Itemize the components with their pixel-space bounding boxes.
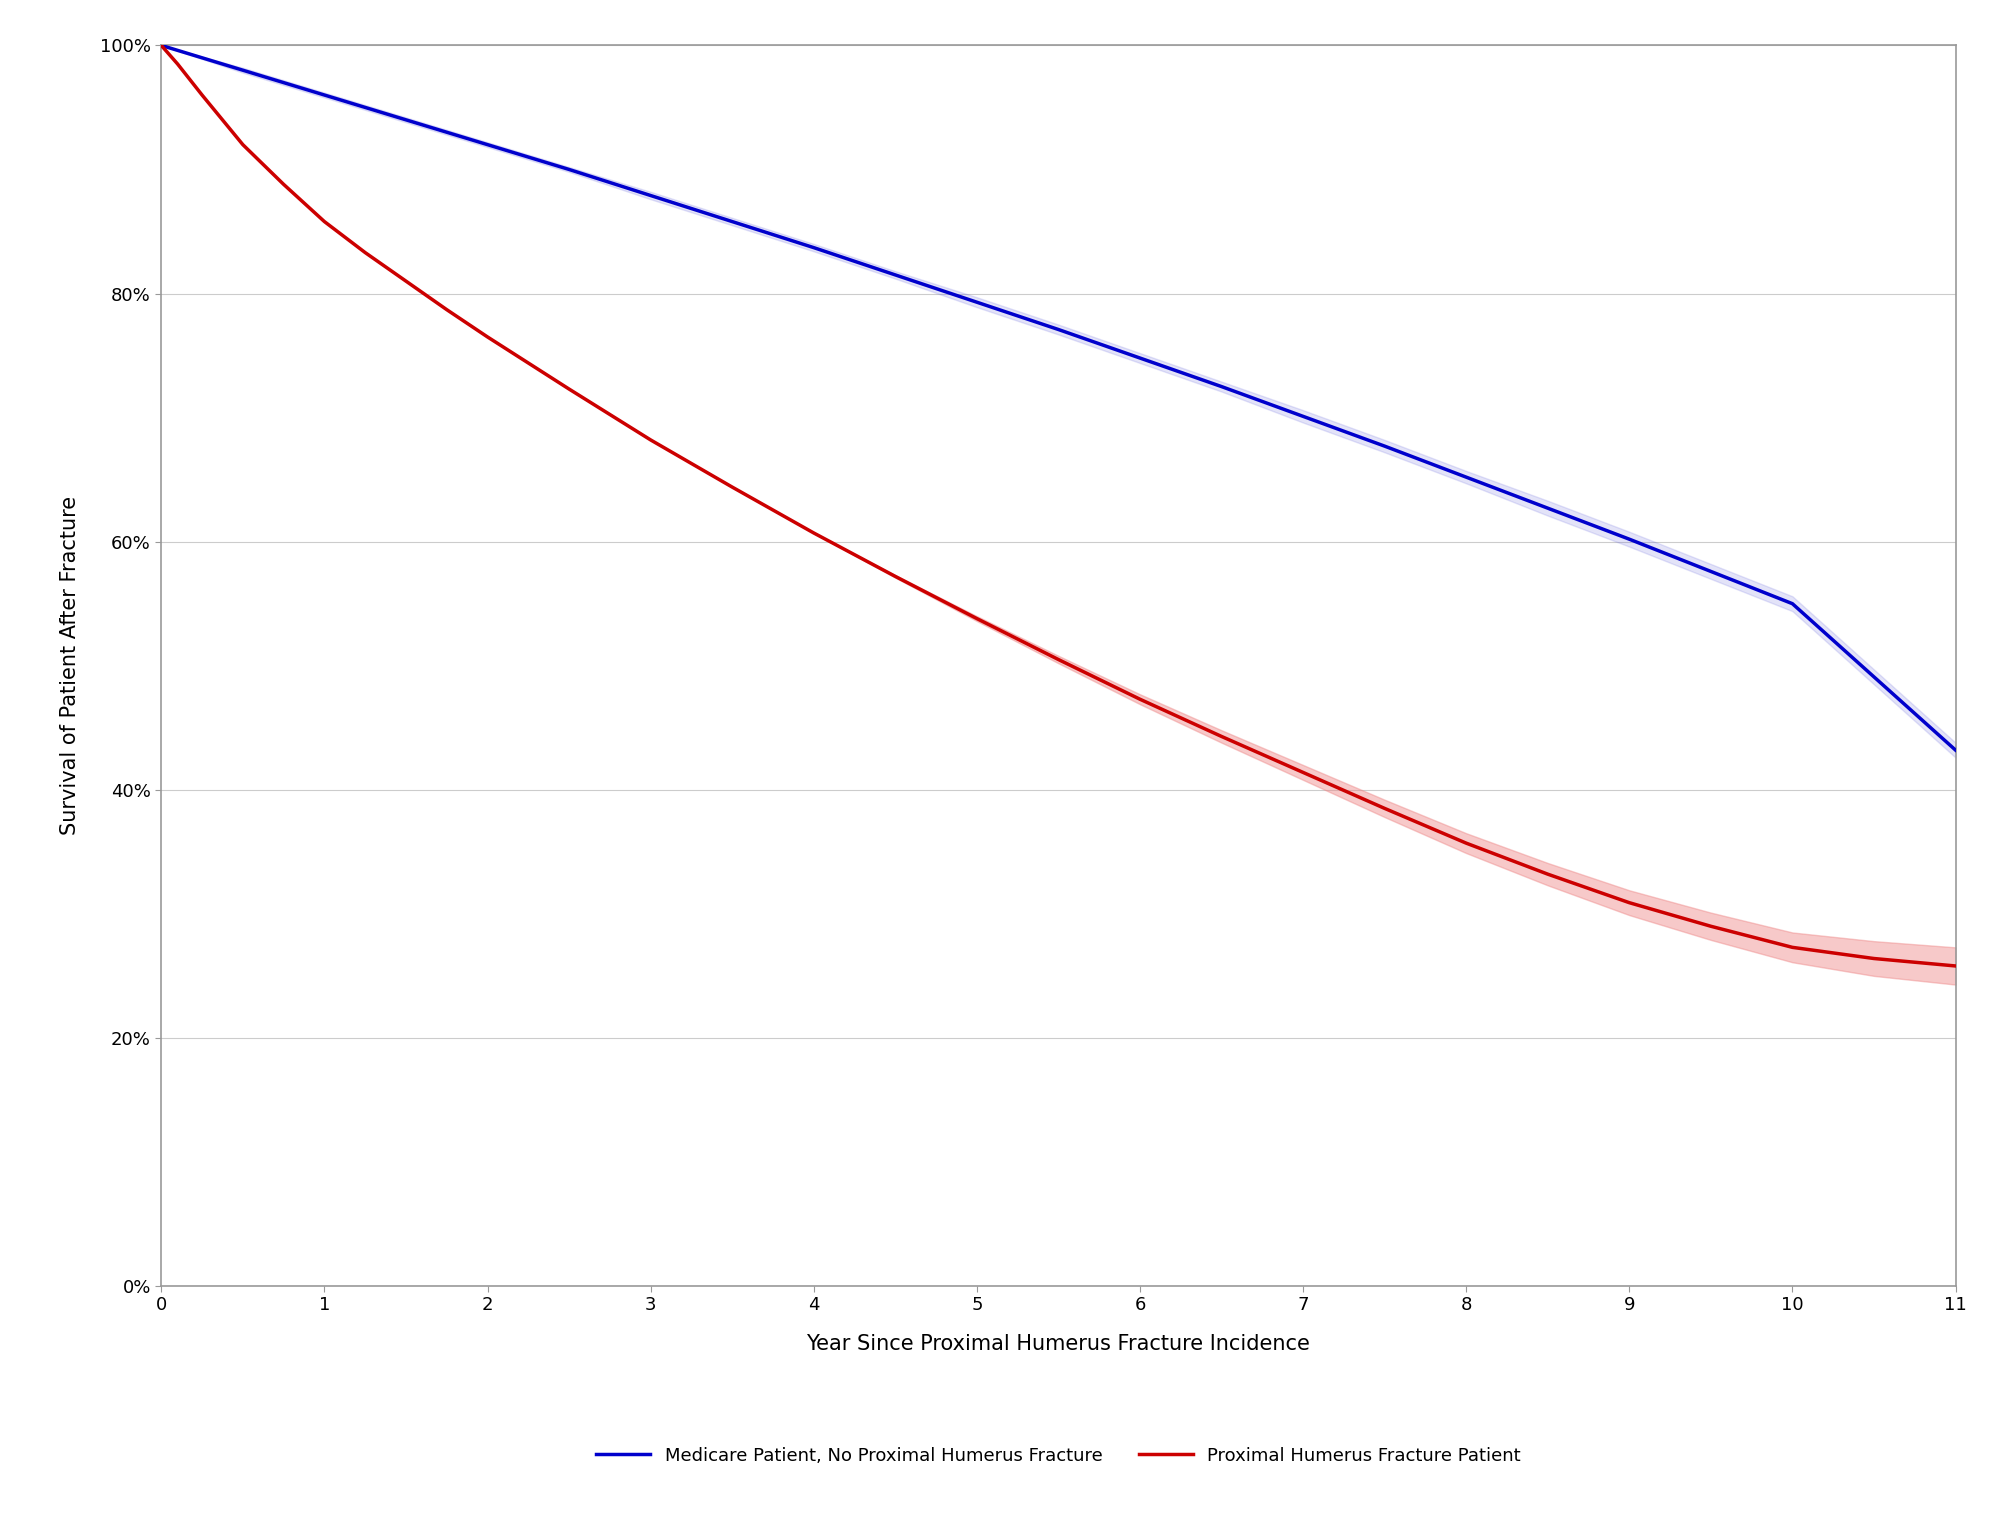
- Proximal Humerus Fracture Patient: [149, 36, 173, 54]
- Medicare Patient, No Proximal Humerus Fracture: [476, 136, 500, 154]
- Proximal Humerus Fracture Patient: [1617, 894, 1641, 912]
- Medicare Patient, No Proximal Humerus Fracture: [1454, 468, 1478, 486]
- Proximal Humerus Fracture Patient: [1943, 956, 1968, 974]
- Medicare Patient, No Proximal Humerus Fracture: [1943, 741, 1968, 760]
- Proximal Humerus Fracture Patient: [556, 380, 581, 398]
- Proximal Humerus Fracture Patient: [165, 54, 190, 73]
- Proximal Humerus Fracture Patient: [353, 244, 377, 262]
- Medicare Patient, No Proximal Humerus Fracture: [230, 61, 254, 79]
- Medicare Patient, No Proximal Humerus Fracture: [1290, 407, 1314, 425]
- Medicare Patient, No Proximal Humerus Fracture: [149, 36, 173, 54]
- Medicare Patient, No Proximal Humerus Fracture: [190, 48, 214, 67]
- Medicare Patient, No Proximal Humerus Fracture: [556, 160, 581, 179]
- Proximal Humerus Fracture Patient: [1780, 938, 1804, 956]
- Proximal Humerus Fracture Patient: [1290, 764, 1314, 782]
- Medicare Patient, No Proximal Humerus Fracture: [720, 212, 744, 230]
- Proximal Humerus Fracture Patient: [230, 136, 254, 154]
- Line: Medicare Patient, No Proximal Humerus Fracture: Medicare Patient, No Proximal Humerus Fr…: [161, 45, 1956, 750]
- Proximal Humerus Fracture Patient: [1454, 834, 1478, 852]
- Proximal Humerus Fracture Patient: [190, 86, 214, 104]
- Medicare Patient, No Proximal Humerus Fracture: [1536, 499, 1560, 517]
- Medicare Patient, No Proximal Humerus Fracture: [802, 239, 827, 257]
- Proximal Humerus Fracture Patient: [1699, 917, 1724, 935]
- Medicare Patient, No Proximal Humerus Fracture: [312, 86, 337, 104]
- Proximal Humerus Fracture Patient: [476, 328, 500, 346]
- Proximal Humerus Fracture Patient: [1210, 728, 1234, 746]
- Proximal Humerus Fracture Patient: [272, 176, 296, 194]
- Medicare Patient, No Proximal Humerus Fracture: [272, 74, 296, 92]
- Proximal Humerus Fracture Patient: [1046, 651, 1070, 669]
- Proximal Humerus Fracture Patient: [720, 478, 744, 496]
- Medicare Patient, No Proximal Humerus Fracture: [1127, 350, 1151, 368]
- Proximal Humerus Fracture Patient: [802, 523, 827, 542]
- Medicare Patient, No Proximal Humerus Fracture: [639, 186, 663, 204]
- Proximal Humerus Fracture Patient: [1536, 865, 1560, 884]
- Medicare Patient, No Proximal Humerus Fracture: [883, 266, 907, 284]
- Proximal Humerus Fracture Patient: [883, 567, 907, 586]
- Y-axis label: Survival of Patient After Fracture: Survival of Patient After Fracture: [60, 496, 81, 835]
- Proximal Humerus Fracture Patient: [639, 431, 663, 449]
- Medicare Patient, No Proximal Humerus Fracture: [1373, 437, 1397, 455]
- Proximal Humerus Fracture Patient: [435, 301, 460, 319]
- Line: Proximal Humerus Fracture Patient: Proximal Humerus Fracture Patient: [161, 45, 1956, 965]
- Medicare Patient, No Proximal Humerus Fracture: [1863, 667, 1887, 685]
- Medicare Patient, No Proximal Humerus Fracture: [1210, 378, 1234, 396]
- Medicare Patient, No Proximal Humerus Fracture: [1780, 595, 1804, 613]
- Medicare Patient, No Proximal Humerus Fracture: [1617, 530, 1641, 548]
- Proximal Humerus Fracture Patient: [393, 272, 417, 290]
- Medicare Patient, No Proximal Humerus Fracture: [1046, 321, 1070, 339]
- Legend: Medicare Patient, No Proximal Humerus Fracture, Proximal Humerus Fracture Patien: Medicare Patient, No Proximal Humerus Fr…: [587, 1437, 1530, 1474]
- Proximal Humerus Fracture Patient: [312, 212, 337, 230]
- Proximal Humerus Fracture Patient: [1127, 690, 1151, 708]
- Proximal Humerus Fracture Patient: [1373, 799, 1397, 817]
- Medicare Patient, No Proximal Humerus Fracture: [393, 110, 417, 129]
- Proximal Humerus Fracture Patient: [1863, 950, 1887, 968]
- Medicare Patient, No Proximal Humerus Fracture: [966, 294, 990, 312]
- Medicare Patient, No Proximal Humerus Fracture: [1699, 563, 1724, 581]
- Proximal Humerus Fracture Patient: [966, 610, 990, 628]
- X-axis label: Year Since Proximal Humerus Fracture Incidence: Year Since Proximal Humerus Fracture Inc…: [806, 1334, 1310, 1354]
